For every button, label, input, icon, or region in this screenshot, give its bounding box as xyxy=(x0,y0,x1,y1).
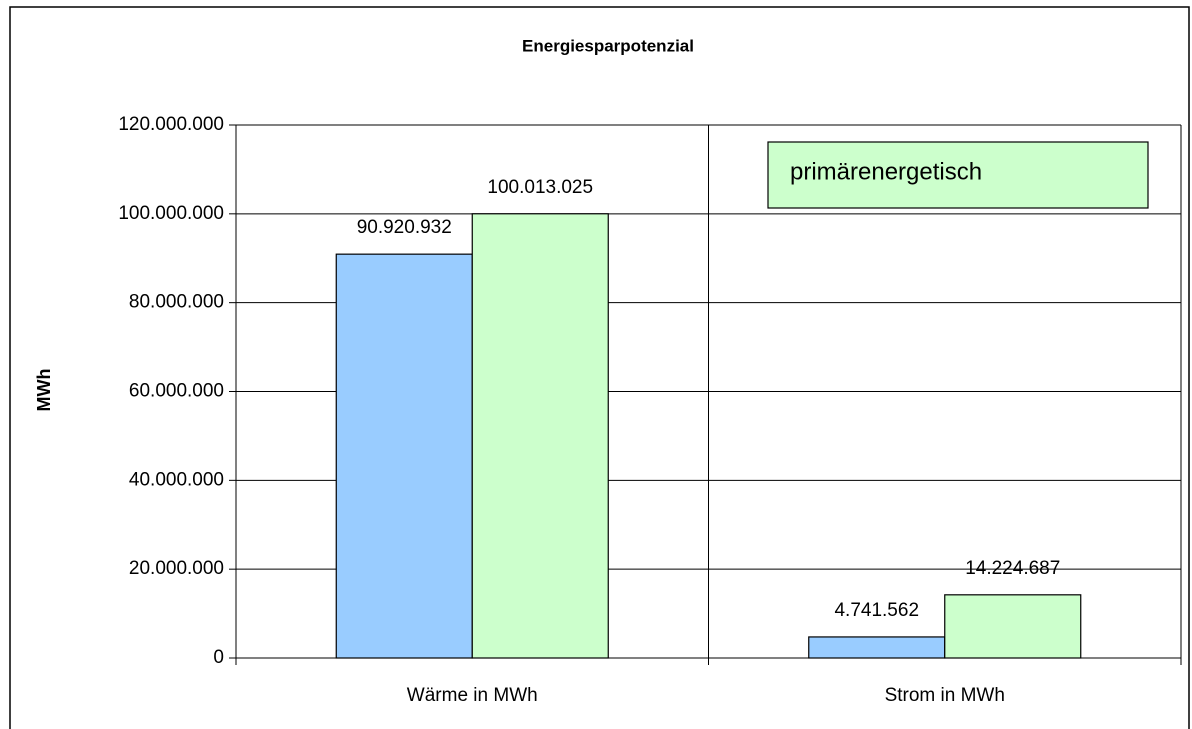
bar xyxy=(471,213,609,659)
x-tick-label: Wärme in MWh xyxy=(407,685,538,706)
bar xyxy=(335,253,473,659)
value-label: 4.741.562 xyxy=(834,600,919,621)
y-tick-label: 0 xyxy=(213,647,224,668)
y-axis-label: MWh xyxy=(34,369,54,412)
y-tick-label: 80.000.000 xyxy=(129,292,224,313)
annotation-box xyxy=(767,141,1149,209)
chart-title: Energiesparpotenzial xyxy=(522,36,694,55)
y-tick-label: 100.000.000 xyxy=(118,203,224,224)
value-label: 14.224.687 xyxy=(965,558,1060,579)
annotation: primärenergetisch xyxy=(790,158,982,185)
bar xyxy=(944,594,1082,659)
bar xyxy=(808,636,946,659)
x-tick-label: Strom in MWh xyxy=(885,685,1005,706)
value-label: 90.920.932 xyxy=(357,217,452,238)
value-label: 100.013.025 xyxy=(487,177,593,198)
y-tick-label: 60.000.000 xyxy=(129,381,224,402)
y-tick-label: 20.000.000 xyxy=(129,558,224,579)
y-tick-label: 40.000.000 xyxy=(129,469,224,490)
y-tick-label: 120.000.000 xyxy=(118,114,224,135)
